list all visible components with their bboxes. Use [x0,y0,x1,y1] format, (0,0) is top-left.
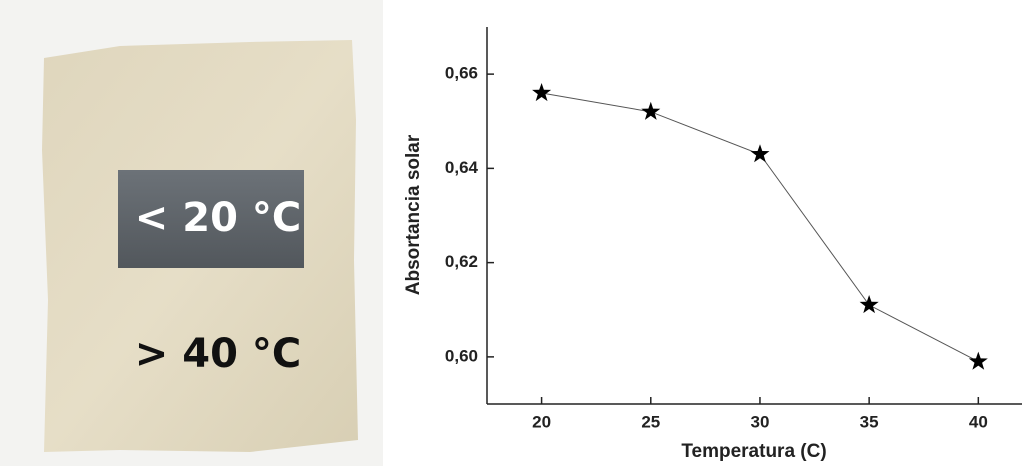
photo-label: > 40 °C [135,331,301,377]
photo-label: < 20 °C [135,195,301,241]
x-tick-label: 30 [750,412,769,431]
data-point [859,295,879,314]
x-tick-label: 20 [532,412,551,431]
y-tick-label: 0,62 [445,252,478,271]
data-point [968,351,988,370]
data-point [532,83,552,102]
photo: < 20 °C > 40 °C [0,0,383,466]
x-tick-label: 35 [860,412,879,431]
chart: Temperatura (C) Absortancia solar 0,60 0,… [403,27,1022,462]
data-point [750,144,770,163]
y-tick-label: 0,66 [445,64,478,83]
data-point [641,101,661,120]
series-line [541,92,979,363]
dark-block [118,170,304,268]
x-axis-label: Temperatura (C) [681,441,826,462]
y-tick-label: 0,64 [445,158,479,177]
y-tick-label: 0,60 [445,346,478,365]
x-tick-label: 40 [969,412,988,431]
x-tick-label: 25 [641,412,660,431]
y-axis-label: Absortancia solar [403,134,424,295]
